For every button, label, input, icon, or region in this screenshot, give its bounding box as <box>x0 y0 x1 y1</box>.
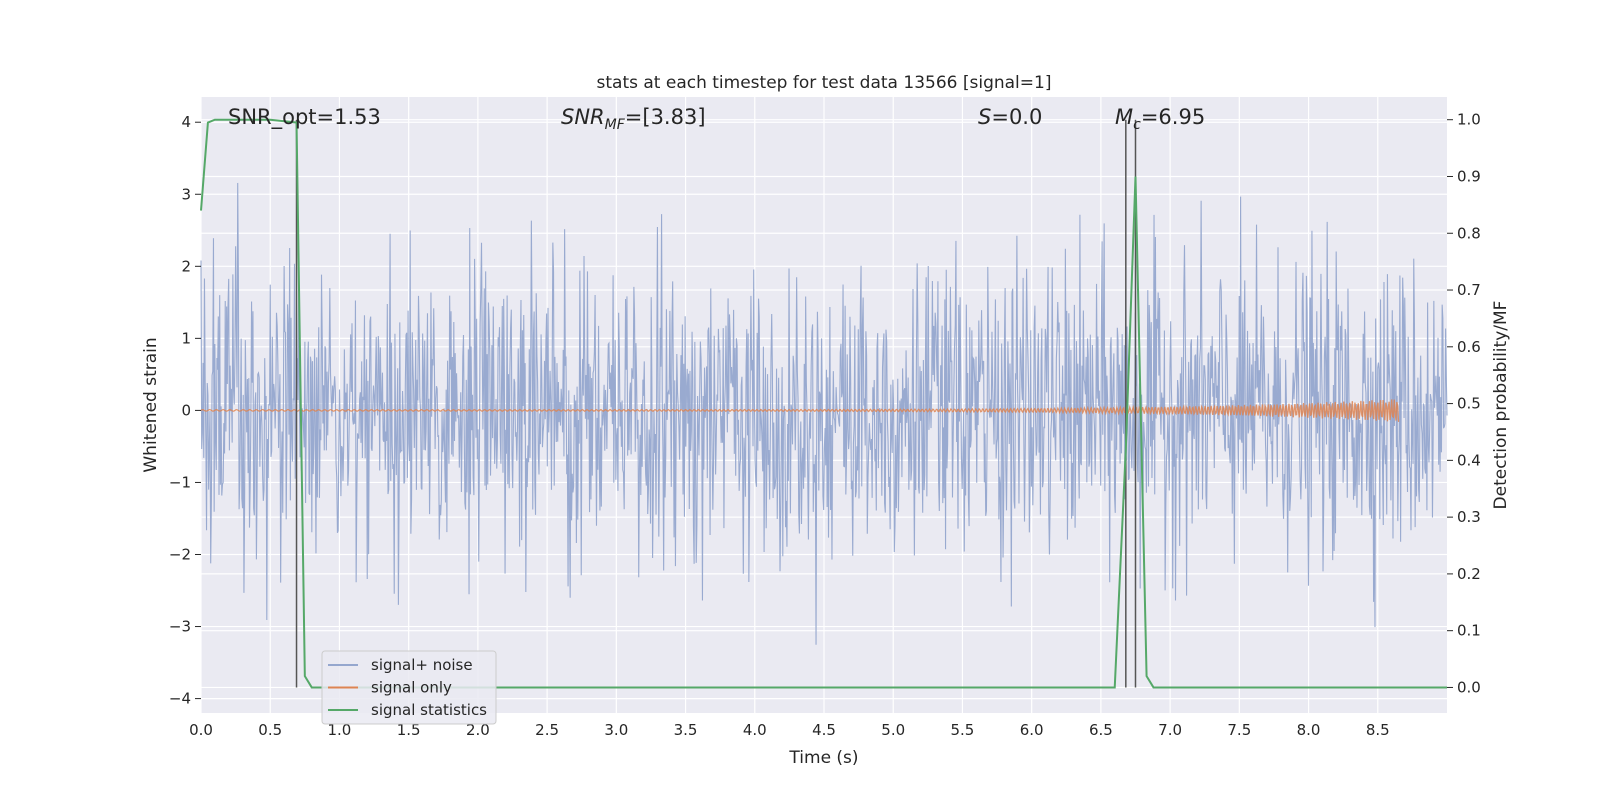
y2-tick-label: 0.8 <box>1457 224 1481 242</box>
y-tick-label: −1 <box>169 473 191 491</box>
x-tick-label: 8.0 <box>1297 721 1321 739</box>
annotation-s: S=0.0 <box>978 105 1042 129</box>
y-axis-ticks: −4 −3 −2 −1 0 1 2 3 4 <box>169 113 201 708</box>
x-tick-label: 3.0 <box>604 721 628 739</box>
legend-box <box>321 650 497 725</box>
x-tick-label: 0.5 <box>258 721 282 739</box>
series-signal-noise <box>200 182 1448 645</box>
chart-title: stats at each timestep for test data 135… <box>597 73 1052 93</box>
signal-statistics-line <box>200 118 1447 689</box>
y2-tick-label: 0.4 <box>1457 451 1481 469</box>
x-tick-label: 3.5 <box>674 721 698 739</box>
x-tick-label: 4.0 <box>743 721 767 739</box>
legend-label: signal statistics <box>371 701 487 719</box>
x-tick-label: 5.5 <box>951 721 975 739</box>
signal-only-trace <box>200 399 1400 422</box>
x-tick-label: 2.5 <box>535 721 559 739</box>
y2-tick-label: 0.0 <box>1457 678 1481 696</box>
y-tick-label: −2 <box>169 545 191 563</box>
y2-tick-label: 0.6 <box>1457 338 1481 356</box>
x-tick-label: 4.5 <box>812 721 836 739</box>
x-tick-label: 7.5 <box>1227 721 1251 739</box>
x-tick-label: 6.0 <box>1020 721 1044 739</box>
y-tick-label: −4 <box>169 690 191 708</box>
x-tick-label: 0.0 <box>189 721 213 739</box>
x-tick-label: 8.5 <box>1366 721 1390 739</box>
annotation-mc-base: M <box>1115 105 1133 129</box>
x-tick-label: 1.5 <box>397 721 421 739</box>
y-tick-label: 3 <box>181 185 191 203</box>
series-signal-statistics <box>200 118 1447 689</box>
y2-axis-ticks: 0.0 0.1 0.2 0.3 0.4 0.5 0.6 0.7 0.8 0.9 1.0 <box>1447 111 1481 696</box>
y2-tick-label: 0.3 <box>1457 508 1481 526</box>
y2-tick-label: 0.7 <box>1457 281 1481 299</box>
annotation-snr-mf: SNRMF=[3.83] <box>561 105 706 133</box>
x-tick-label: 6.5 <box>1089 721 1113 739</box>
series-signal-only <box>200 399 1400 422</box>
annotation-snr-mf-sub: MF <box>605 117 626 133</box>
y-tick-label: 4 <box>181 113 191 131</box>
y2-tick-label: 0.2 <box>1457 565 1481 583</box>
y2-axis-label: Detection probability/MF <box>1491 301 1511 510</box>
y-tick-label: 1 <box>181 329 191 347</box>
legend-label: signal only <box>371 679 452 697</box>
annotation-mc-sub: c <box>1133 117 1141 133</box>
annotation-chirp-mass: Mc=6.95 <box>1115 105 1205 133</box>
y2-tick-label: 0.9 <box>1457 167 1481 185</box>
annotation-snr-opt: SNR_opt=1.53 <box>228 105 381 130</box>
x-tick-label: 5.0 <box>881 721 905 739</box>
y2-tick-label: 0.1 <box>1457 622 1481 640</box>
x-tick-label: 7.0 <box>1158 721 1182 739</box>
y-axis-label: Whitened strain <box>141 337 161 472</box>
annotation-snr-mf-base: SNR <box>561 105 605 129</box>
legend: signal+ noise signal only signal statistic… <box>321 650 497 725</box>
y-tick-label: 2 <box>181 257 191 275</box>
x-axis-label: Time (s) <box>788 748 858 768</box>
annotation-snr-mf-value: =[3.83] <box>625 105 706 129</box>
x-axis-ticks: 0.0 0.5 1.0 1.5 2.0 2.5 3.0 3.5 4.0 4.5 5.0 5.5 6.0 6… <box>189 721 1390 739</box>
y-tick-label: −3 <box>169 618 191 636</box>
y2-tick-label: 0.5 <box>1457 395 1481 413</box>
annotation-mc-value: =6.95 <box>1141 105 1205 129</box>
y2-tick-label: 1.0 <box>1457 111 1481 129</box>
noise-trace <box>200 182 1448 645</box>
y-tick-label: 0 <box>181 401 191 419</box>
annotation-s-value: =0.0 <box>991 105 1042 129</box>
annotation-s-var: S <box>978 105 991 129</box>
legend-label: signal+ noise <box>371 656 473 674</box>
x-tick-label: 2.0 <box>466 721 490 739</box>
x-tick-label: 1.0 <box>328 721 352 739</box>
